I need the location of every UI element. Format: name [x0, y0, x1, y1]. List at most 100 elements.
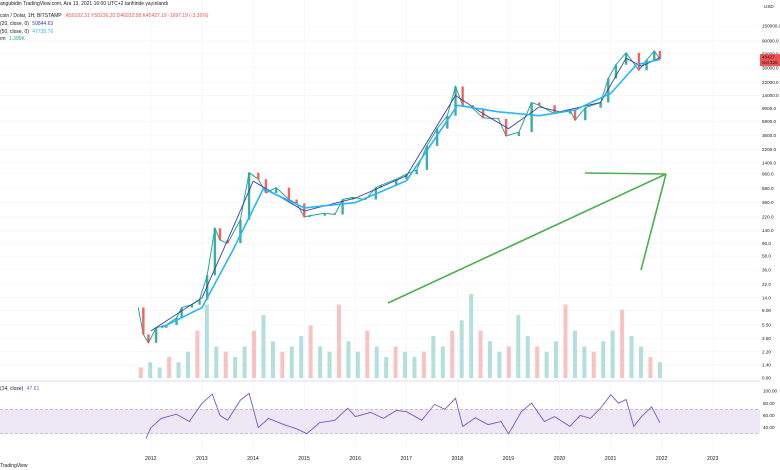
time-tick-label: 2021	[605, 456, 617, 462]
price-candle	[175, 317, 178, 326]
volume-bar	[648, 357, 653, 378]
price-tick-label: 140.0	[762, 228, 774, 233]
price-candle	[247, 172, 251, 220]
volume-bar	[440, 346, 445, 378]
volume-bar	[280, 351, 285, 378]
volume-bar	[638, 346, 643, 378]
time-tick-label: 2022	[656, 456, 668, 462]
price-candle	[405, 174, 408, 180]
price-candle	[213, 228, 217, 276]
arrow-shaft	[387, 173, 667, 304]
volume-bar	[233, 357, 238, 378]
ma20-line	[150, 57, 661, 332]
price-tick-label: 150000.0	[762, 24, 780, 29]
volume-bar	[554, 341, 559, 378]
volume-bars	[138, 294, 662, 378]
ma50-line	[160, 58, 661, 329]
last-price-label: 48427	[762, 55, 775, 60]
price-candle	[274, 187, 278, 193]
rsi-tick-label: 40.00	[763, 425, 775, 430]
volume-bar	[582, 346, 587, 378]
volume-bar	[384, 357, 389, 378]
volume-legend: ım 1.395K	[0, 36, 25, 42]
price-candle	[198, 299, 201, 305]
time-tick-label: 2012	[145, 456, 157, 462]
price-candle	[226, 240, 229, 244]
rsi-value: 47.61	[27, 386, 40, 392]
arrow-head-top	[584, 172, 667, 175]
price-candle	[264, 179, 268, 193]
price-tick-label: 360.0	[762, 200, 774, 205]
price-candle	[180, 307, 183, 318]
price-candle	[446, 115, 449, 129]
currency-label: USD	[764, 4, 774, 9]
price-candle	[415, 169, 418, 175]
volume-bar	[412, 357, 417, 378]
price-tick-label: 90000.0	[762, 39, 779, 44]
volume-bar	[601, 341, 606, 378]
price-candle	[645, 59, 648, 71]
volume-bar	[535, 346, 540, 378]
volume-bar	[270, 341, 275, 378]
symbol-name: coin / Dolar, 1H, BITSTAMP	[0, 13, 62, 19]
price-candle	[218, 228, 222, 241]
price-candle	[308, 215, 311, 218]
price-candle	[517, 132, 521, 137]
price-tick-label: 1400.0	[762, 160, 776, 165]
volume-bar	[138, 367, 143, 378]
price-pane	[137, 50, 662, 344]
price-tick-label: 5.50	[762, 323, 771, 328]
volume-bar	[563, 304, 568, 378]
price-candle	[614, 64, 618, 79]
price-candle	[497, 117, 500, 119]
price-candle	[425, 145, 429, 170]
volume-bar	[204, 304, 209, 378]
volume-bar	[346, 341, 351, 378]
price-tick-label: 2.20	[762, 349, 771, 354]
price-candle	[637, 52, 641, 71]
price-candle	[295, 199, 298, 204]
price-candle	[333, 213, 337, 215]
price-tick-label: 36.0	[762, 268, 771, 273]
price-axis[interactable]: 150000.0 90000.0 58000.0 36000.0 22000.0 1400…	[760, 4, 780, 381]
volume-bar	[261, 315, 266, 378]
volume-bar	[544, 351, 549, 378]
price-candle	[584, 107, 587, 121]
price-candle	[142, 307, 145, 335]
price-tick-label: 2200.0	[762, 147, 776, 152]
time-axis[interactable]: 2012 2013 2014 2015 2016 2017 2018 2019 2020 2021…	[145, 456, 719, 462]
trend-arrow[interactable]	[387, 172, 667, 304]
volume-bar	[289, 346, 294, 378]
volume-bar	[478, 330, 483, 378]
price-candle	[257, 172, 260, 180]
volume-bar	[591, 351, 596, 378]
volume-bar	[157, 367, 162, 378]
volume-bar	[506, 346, 511, 378]
price-candle	[379, 185, 383, 188]
arrow-head-bottom	[640, 173, 667, 271]
volume-bar	[318, 346, 323, 378]
price-tick-label: 58000.0	[762, 51, 779, 56]
volume-bar	[214, 346, 219, 378]
price-tick-label: 14000.0	[762, 93, 779, 98]
price-tick-label: 3.50	[762, 336, 771, 341]
volume-bar	[657, 362, 662, 378]
price-candle	[481, 108, 485, 118]
price-tick-label: 58.0	[762, 254, 771, 259]
price-candle	[573, 110, 577, 121]
rsi-label: (14, close)	[0, 386, 24, 392]
price-tick-label: 3600.0	[762, 133, 776, 138]
volume-bar	[497, 351, 502, 378]
time-tick-label: 2019	[503, 456, 515, 462]
volume-bar	[355, 351, 360, 378]
rsi-band	[0, 409, 760, 434]
price-candle	[239, 219, 242, 244]
publisher-note: angubidin TradingView.com, Ara 13, 2021 …	[0, 1, 168, 7]
volume-bar	[525, 336, 530, 378]
price-candle	[435, 128, 439, 146]
time-tick-label: 2015	[298, 456, 310, 462]
volume-bar	[185, 351, 190, 378]
volume-bar	[516, 315, 521, 378]
time-tick-label: 2014	[247, 456, 259, 462]
